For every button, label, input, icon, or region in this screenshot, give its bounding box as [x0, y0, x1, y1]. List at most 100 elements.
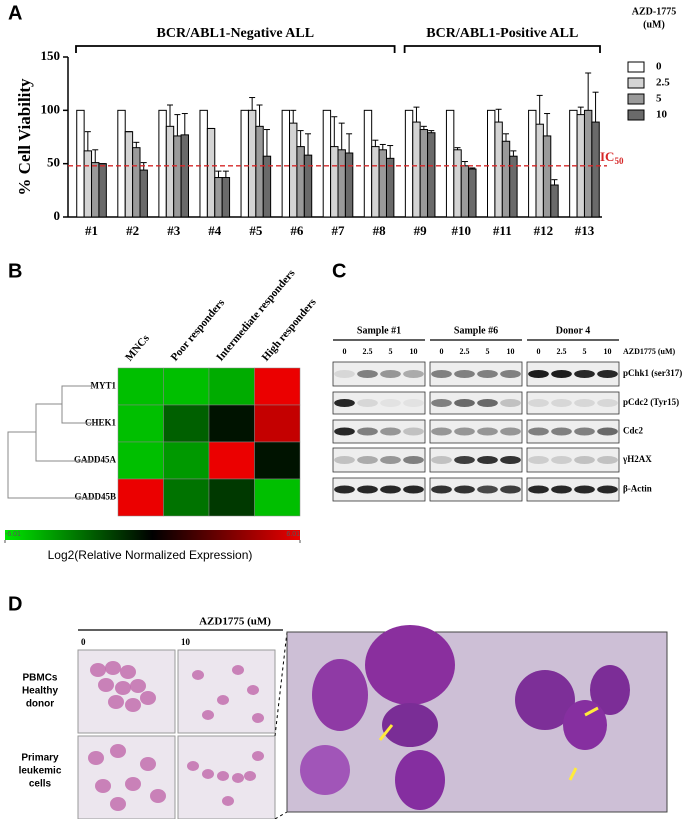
error-bar [585, 72, 592, 111]
cell [232, 773, 244, 783]
bar [344, 152, 354, 218]
blot-band [477, 427, 498, 436]
heatmap-cell [163, 367, 210, 406]
bar [427, 132, 436, 218]
blot-band [380, 456, 401, 464]
ic50-label-sub: 50 [614, 156, 624, 166]
bar [460, 165, 470, 218]
panel-label: B [8, 260, 22, 282]
blot-band [574, 427, 595, 436]
bar [385, 157, 395, 218]
blot-band [357, 427, 378, 436]
blot-band [500, 427, 521, 436]
bar [296, 146, 305, 218]
error-bar [84, 131, 91, 151]
blot-strip [332, 477, 426, 502]
error-bar [469, 167, 476, 169]
colorbar-label: Log2(Relative Normalized Expression) [48, 548, 253, 562]
bar [124, 131, 134, 218]
bar [289, 122, 298, 218]
lane-label: 5 [583, 347, 587, 356]
bar [528, 109, 537, 218]
lane-label: 0 [343, 347, 347, 356]
blot-band [431, 456, 452, 464]
blot-band [380, 485, 401, 494]
heatmap-cell [208, 478, 255, 517]
error-bar [92, 149, 99, 163]
nucleus [365, 625, 455, 705]
panel-label: A [8, 2, 22, 24]
legend-swatch [627, 93, 645, 105]
micro-row-label: PBMCs [22, 673, 57, 684]
ic50-label: IC50 [600, 149, 624, 166]
blot-strip [526, 419, 620, 444]
x-tick-label: #13 [575, 223, 595, 238]
cell [125, 777, 141, 791]
cell [140, 691, 156, 705]
blot-strip [332, 361, 426, 387]
column-label: Intermediate responders [214, 267, 298, 364]
nucleus [515, 670, 575, 730]
bar [199, 109, 208, 218]
arrow [584, 706, 599, 717]
legend-title: (uM) [643, 19, 665, 30]
error-bar [297, 130, 304, 147]
y-tick-label: 50 [47, 155, 60, 170]
error-bar [592, 91, 599, 123]
bar [303, 154, 313, 218]
nucleus [300, 745, 350, 795]
blot-band [334, 485, 355, 494]
blot-band [574, 370, 595, 378]
blot-band [357, 399, 378, 407]
micro-row-label: Healthy [22, 686, 59, 697]
cell [108, 695, 124, 709]
blot-band [334, 427, 355, 436]
micro-row-label: Primary [21, 753, 59, 764]
cell [232, 665, 244, 675]
micro-treatment-label: AZD1775 (uM) [199, 616, 271, 628]
heatmap-cell [117, 404, 164, 443]
bar [91, 162, 100, 218]
lane-label: 10 [507, 347, 515, 356]
cell [217, 695, 229, 705]
bar [591, 121, 600, 218]
blot-band [500, 399, 521, 407]
error-bar [387, 145, 394, 159]
bar [214, 177, 223, 218]
nucleus [382, 703, 438, 747]
bar [132, 147, 141, 218]
blot-band [574, 456, 595, 464]
blot-band [574, 399, 595, 407]
cell [90, 663, 106, 677]
blot-row-label: pCdc2 (Tyr15) [623, 397, 679, 407]
legend-swatch [627, 77, 645, 89]
blot-band [528, 427, 549, 436]
error-bar [413, 106, 420, 123]
blot-band [477, 485, 498, 494]
lane-label: 0 [440, 347, 444, 356]
group-label: BCR/ABL1-Positive ALL [426, 26, 578, 41]
lane-label: 5 [389, 347, 393, 356]
x-tick-label: #7 [332, 223, 346, 238]
group-label: BCR/ABL1-Negative ALL [157, 26, 315, 41]
cell [88, 751, 104, 765]
blot-row-label: Cdc2 [623, 426, 643, 436]
blot-band [500, 456, 521, 464]
error-bar [503, 133, 510, 142]
bar [468, 168, 477, 218]
error-bar [544, 113, 551, 136]
blot-band [357, 456, 378, 464]
micro-row-label: cells [29, 779, 52, 790]
heatmap-cell [208, 404, 255, 443]
nucleus [312, 659, 368, 731]
bar [583, 109, 593, 218]
bar [330, 146, 339, 218]
blot-band [551, 370, 572, 378]
blot-band [477, 370, 498, 378]
blot-row-label: β-Actin [623, 484, 652, 494]
cell [252, 713, 264, 723]
error-bar [346, 133, 353, 153]
nucleus [563, 700, 607, 750]
bar [165, 125, 175, 218]
x-tick-label: #4 [208, 223, 222, 238]
